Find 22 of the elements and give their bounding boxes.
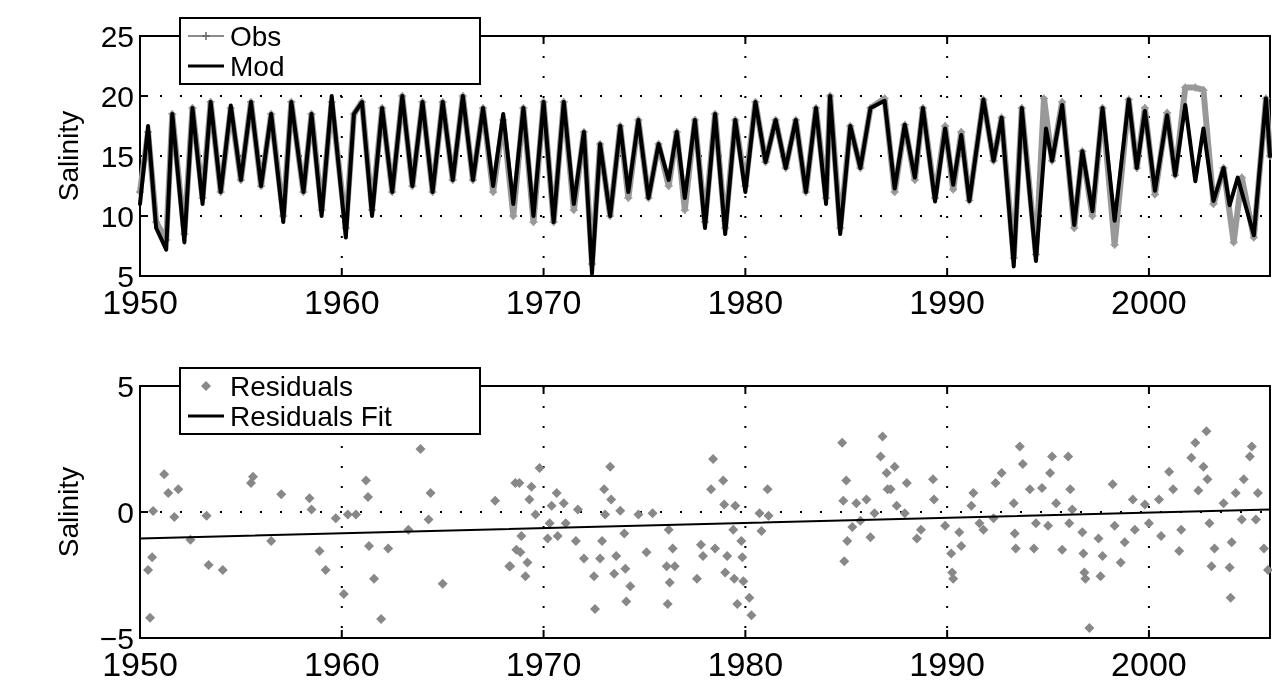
y-tick-label: 15	[100, 139, 134, 173]
y-tick-label: 25	[100, 19, 134, 53]
x-tick-label: 2000	[1111, 645, 1187, 683]
x-tick-label: 1960	[303, 283, 380, 321]
x-tick-label: 1980	[707, 645, 784, 683]
x-tick-label: 1980	[707, 283, 784, 321]
series-label: Obs	[230, 20, 282, 52]
y-tick-label: 10	[100, 199, 134, 233]
x-tick-label: 1990	[909, 645, 985, 683]
legend-label: Residuals Fit	[230, 400, 393, 432]
x-tick-label: 2000	[1111, 283, 1187, 321]
legend-label: Mod	[230, 50, 285, 82]
x-tick-label: 1970	[505, 283, 582, 321]
x-tick-label: 1990	[909, 283, 985, 321]
y-axis-title: Salinity	[53, 110, 84, 202]
x-tick-label: 1960	[303, 645, 380, 683]
x-tick-label: 1970	[505, 645, 582, 683]
y-tick-label: 20	[100, 79, 134, 113]
legend-label: Residuals	[230, 370, 353, 402]
y-tick-label: 5	[117, 369, 134, 403]
y-tick-label: 0	[117, 495, 134, 529]
y-axis-title: Salinity	[53, 466, 84, 558]
